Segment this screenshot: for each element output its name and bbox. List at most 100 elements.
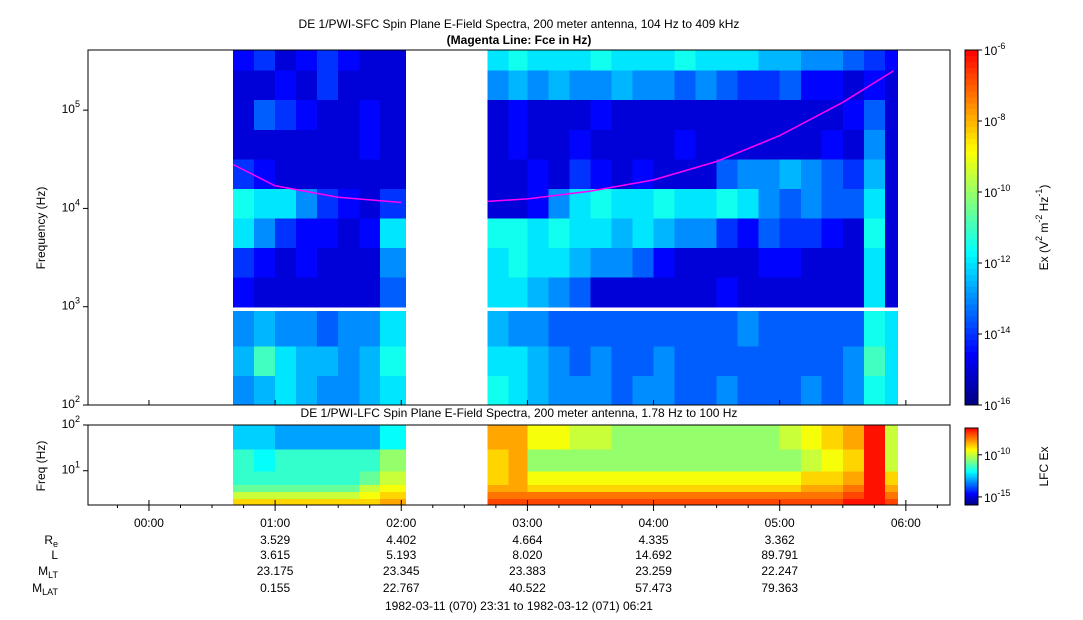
spectrogram-cell [359,498,381,506]
spectrogram-cell [842,448,865,472]
spectrogram-cell [359,99,381,130]
spectrogram-cell [548,448,571,472]
spectrogram-cell [233,375,255,406]
colorbar-slice [965,328,978,335]
spectrogram-cell [611,375,634,406]
spectrogram-cell [380,491,407,499]
ephemeris-label-main: R [44,533,53,547]
spectrogram-cell [548,311,571,347]
spectrogram-cell [317,498,339,506]
spectrogram-cell [716,425,739,450]
spectrogram-cell [275,277,297,308]
spectrogram-cell [338,50,360,71]
colorbar-slice [965,268,978,276]
spectrogram-cell [800,188,823,219]
colorbar-label-part: Ex (V [1037,241,1051,270]
spectrogram-cell [338,70,360,101]
spectrogram-cell [800,345,823,377]
spectrogram-cell [716,158,739,189]
y-tick-label: 102 [62,414,80,431]
spectrogram-cell [800,277,823,308]
spectrogram-cell [737,448,760,472]
spectrogram-cell [884,50,898,71]
colorbar-slice [965,334,978,341]
spectrogram-cell [674,158,697,189]
spectrogram-cell [359,158,381,189]
spectrogram-cell [758,50,781,71]
spectrogram-cell [548,484,571,493]
spectrogram-cell [842,277,865,308]
colorbar-slice [965,109,978,116]
colorbar-slice [965,115,978,122]
spectrogram-cell [317,311,339,347]
y-tick-label-base: 10 [62,463,76,477]
ephemeris-label: Re [44,533,58,549]
spectrogram-cell [487,311,510,347]
spectrogram-cell [569,217,592,249]
colorbar-slice [965,280,978,288]
colorbar-slice [965,357,978,365]
spectrogram-cell [737,70,760,101]
spectrogram-cell [653,311,676,347]
spectrogram-cell [863,484,886,493]
spectrogram-cell [758,70,781,101]
spectrogram-cell [275,311,297,347]
spectrogram-cell [611,491,634,499]
spectrogram-cell [863,470,886,486]
spectrogram-cell [632,448,655,472]
spectrogram-cell [569,277,592,308]
spectrogram-cell [758,158,781,189]
spectrogram-cell [590,484,613,493]
spectrogram-cell [821,491,844,499]
colorbar-slice [965,479,978,482]
colorbar-slice [965,316,978,323]
colorbar-slice [965,322,978,329]
spectrogram-cell [863,217,886,249]
spectrogram-cell [821,375,844,406]
colorbar-slice [965,438,978,441]
colorbar-slice [965,381,978,388]
spectrogram-cell [527,50,550,71]
y-tick-label: 104 [62,198,80,215]
spectrogram-cell [611,448,634,472]
spectrogram-cell [254,70,276,101]
spectrogram-cell [695,247,718,278]
spectrogram-cell [779,375,802,406]
spectrogram-cell [674,247,697,278]
spectrogram-cell [821,50,844,71]
spectrogram-cell [527,99,550,130]
spectrogram-cell [779,70,802,101]
spectrogram-cell [842,217,865,249]
spectrogram-cell [758,188,781,219]
spectrogram-cell [821,99,844,130]
spectrogram-cell [758,470,781,486]
spectrogram-cell [884,425,898,450]
spectrogram-cell [233,247,255,278]
spectrogram-cell [508,99,529,130]
spectrogram-cell [233,188,255,219]
spectrogram-cell [737,345,760,377]
spectrogram-cell [487,70,510,101]
spectrogram-cell [254,448,276,472]
spectrogram-cell [527,311,550,347]
colorbar-slice [965,257,978,264]
colorbar-slice [965,498,978,501]
spectrogram-cell [380,311,407,347]
y-tick-label-exp: 5 [75,100,80,110]
spectrogram-cell [611,247,634,278]
spectrogram-cell [674,425,697,450]
colorbar-slice [965,126,978,134]
spectrogram-cell [380,188,407,219]
spectrogram-cell [380,470,407,486]
colorbar-slice [965,209,978,217]
spectrogram-cell [548,99,571,130]
colorbar-tick-label-exp: -10 [997,183,1010,193]
spectrogram-cell [359,277,381,308]
y-tick-label-base: 10 [62,102,76,116]
y-tick-label: 103 [62,296,80,313]
spectrogram-cell [275,345,297,377]
spectrogram-cell [338,470,360,486]
spectrogram-cell [716,70,739,101]
spectrogram-cell [380,484,407,493]
